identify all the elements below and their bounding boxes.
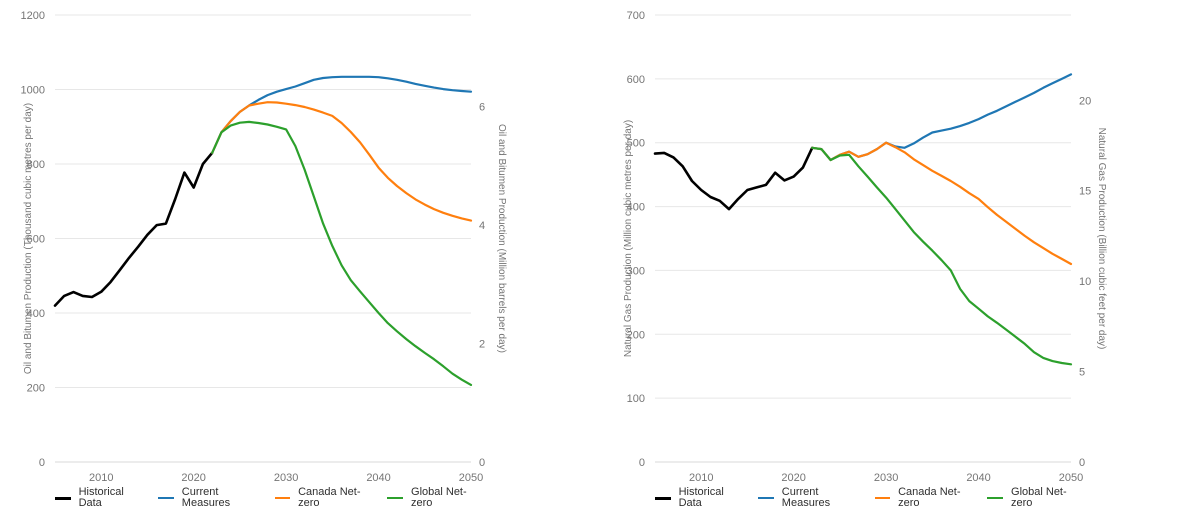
y-right-tick-0: 0	[1079, 457, 1085, 469]
series-line-historical-data	[53, 151, 214, 307]
y-left-tick-600: 600	[627, 74, 645, 86]
legend-line-swatch-global-net-zero	[987, 497, 1004, 499]
series-line-canada-net-zero	[811, 141, 1073, 266]
x-tick-2050: 2050	[459, 472, 483, 484]
y-right-tick-15: 15	[1079, 186, 1091, 198]
y-right-tick-10: 10	[1079, 276, 1091, 288]
oil-bitumen-svg: 0 200 400 600 800 1000 1200 0 2 4 6 2010 2020 2030 204…	[21, 10, 507, 484]
oil-bitumen-legend: Historical Data Current Measures Canada Ne…	[55, 487, 471, 509]
series-line-canada-net-zero	[211, 101, 473, 222]
series-line-global-net-zero	[811, 146, 1073, 366]
natural-gas-plot-area[interactable]: 0 100 200 300 400 500 600 700 0 5 10 15 20 2010 2020 20…	[600, 0, 1200, 485]
x-tick-2050: 2050	[1059, 472, 1083, 484]
legend-line-swatch-canada-net-zero	[874, 497, 891, 499]
y-right-tick-0: 0	[479, 457, 485, 469]
y-left-axis-title: Oil and Bitumen Production (Thousand cub…	[23, 103, 34, 374]
y-left-tick-700: 700	[627, 10, 645, 22]
legend-label-canada-net-zero: Canada Net-zero	[898, 486, 961, 509]
legend-line-swatch-current-measures	[758, 497, 774, 499]
legend-item-global-net-zero[interactable]: Global Net-zero	[987, 487, 1071, 509]
legend-label-global-net-zero: Global Net-zero	[411, 486, 467, 509]
legend-item-canada-net-zero[interactable]: Canada Net-zero	[274, 486, 364, 509]
x-tick-2030: 2030	[874, 472, 898, 484]
legend-line-swatch-historical-data	[655, 496, 671, 500]
y-left-tick-800: 800	[27, 159, 45, 171]
legend-label-historical-data: Historical Data	[678, 486, 724, 509]
x-tick-2020: 2020	[781, 472, 805, 484]
series-line-current-measures	[211, 75, 473, 154]
legend-label-current-measures: Current Measures	[781, 486, 831, 509]
y-left-tick-0: 0	[639, 457, 645, 469]
legend-item-historical-data[interactable]: Historical Data	[55, 487, 134, 509]
y-right-axis-title: Natural Gas Production (Billion cubic fe…	[1096, 128, 1107, 350]
series-line-global-net-zero	[211, 120, 473, 386]
y-left-tick-600: 600	[27, 234, 45, 246]
oil-bitumen-plot-area[interactable]: 0 200 400 600 800 1000 1200 0 2 4 6 2010 2020 2030 204…	[0, 0, 600, 485]
x-tick-2010: 2010	[89, 472, 113, 484]
y-right-tick-4: 4	[479, 220, 485, 232]
y-right-tick-5: 5	[1079, 367, 1085, 379]
legend-line-swatch-historical-data	[55, 496, 71, 500]
legend-label-current-measures: Current Measures	[181, 486, 231, 509]
natural-gas-svg: 0 100 200 300 400 500 600 700 0 5 10 15 20 2010 2020 20…	[623, 10, 1107, 484]
x-tick-2010: 2010	[689, 472, 713, 484]
x-tick-2040: 2040	[966, 472, 990, 484]
legend-item-global-net-zero[interactable]: Global Net-zero	[387, 487, 471, 509]
y-right-tick-20: 20	[1079, 95, 1091, 107]
legend-label-canada-net-zero: Canada Net-zero	[298, 486, 361, 509]
y-right-axis-title: Oil and Bitumen Production (Million barr…	[496, 124, 507, 353]
natural-gas-legend: Historical Data Current Measures Canada Ne…	[655, 487, 1071, 509]
y-left-tick-200: 200	[627, 329, 645, 341]
y-left-tick-300: 300	[627, 265, 645, 277]
legend-line-swatch-current-measures	[158, 497, 174, 499]
y-right-tick-2: 2	[479, 339, 485, 351]
y-left-tick-1000: 1000	[21, 85, 45, 97]
legend-line-swatch-canada-net-zero	[274, 497, 291, 499]
x-tick-2020: 2020	[181, 472, 205, 484]
series-line-current-measures	[811, 73, 1073, 162]
legend-label-historical-data: Historical Data	[78, 486, 124, 509]
y-right-tick-6: 6	[479, 102, 485, 114]
y-left-tick-400: 400	[27, 308, 45, 320]
x-tick-2030: 2030	[274, 472, 298, 484]
legend-item-historical-data[interactable]: Historical Data	[655, 487, 734, 509]
y-left-tick-500: 500	[627, 138, 645, 150]
legend-label-global-net-zero: Global Net-zero	[1011, 486, 1067, 509]
legend-item-current-measures[interactable]: Current Measures	[758, 487, 850, 509]
y-left-tick-0: 0	[39, 457, 45, 469]
x-tick-2040: 2040	[366, 472, 390, 484]
legend-item-canada-net-zero[interactable]: Canada Net-zero	[874, 486, 964, 509]
oil-bitumen-chart: 0 200 400 600 800 1000 1200 0 2 4 6 2010 2020 2030 204…	[0, 0, 600, 509]
y-left-tick-1200: 1200	[21, 10, 45, 22]
y-left-tick-400: 400	[627, 202, 645, 214]
natural-gas-chart: 0 100 200 300 400 500 600 700 0 5 10 15 20 2010 2020 20…	[600, 0, 1200, 517]
series-line-historical-data	[653, 146, 814, 211]
legend-item-current-measures[interactable]: Current Measures	[158, 487, 250, 509]
legend-line-swatch-global-net-zero	[387, 497, 404, 499]
y-left-tick-200: 200	[27, 383, 45, 395]
y-left-axis-title: Natural Gas Production (Million cubic me…	[623, 120, 634, 357]
y-left-tick-100: 100	[627, 393, 645, 405]
